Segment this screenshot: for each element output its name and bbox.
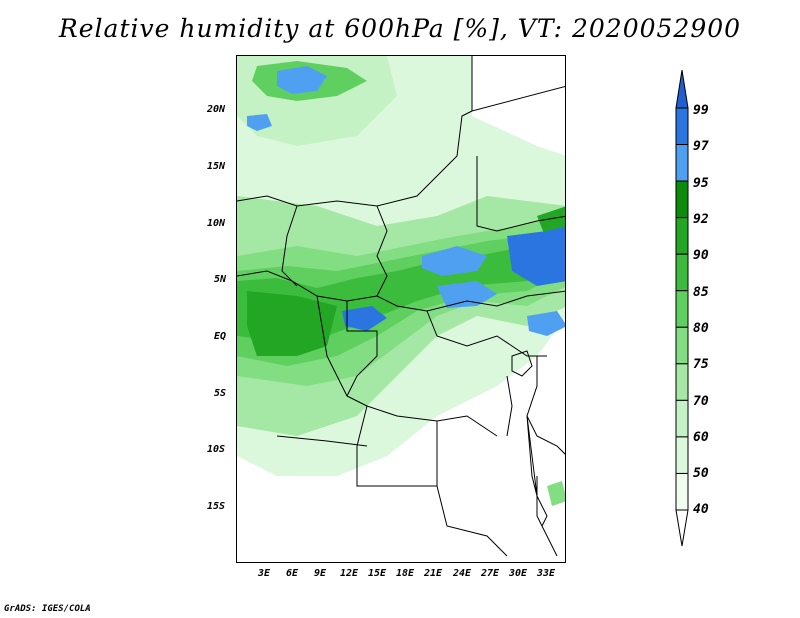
lat-label-20n: 20N bbox=[207, 104, 226, 115]
colorbar-label-85: 85 bbox=[693, 285, 709, 300]
lat-label-10s: 10S bbox=[207, 444, 226, 455]
colorbar-label-50: 50 bbox=[693, 466, 709, 481]
lon-label-9e: 9E bbox=[313, 568, 327, 579]
colorbar-segments bbox=[675, 70, 689, 547]
colorbar-label-92: 92 bbox=[693, 212, 709, 227]
colorbar-segment bbox=[675, 363, 689, 401]
colorbar-segment bbox=[675, 290, 689, 328]
colorbar-segment bbox=[675, 253, 689, 292]
colorbar-label-40: 40 bbox=[693, 502, 709, 517]
colorbar-top-arrow bbox=[675, 70, 689, 109]
colorbar-label-90: 90 bbox=[693, 248, 709, 263]
colorbar-label-80: 80 bbox=[693, 321, 709, 336]
colorbar-label-60: 60 bbox=[693, 430, 709, 445]
lon-label-15e: 15E bbox=[367, 568, 387, 579]
lat-label-15s: 15S bbox=[207, 501, 226, 512]
colorbar-label-75: 75 bbox=[693, 357, 709, 372]
colorbar-segment bbox=[675, 217, 689, 255]
lon-label-6e: 6E bbox=[285, 568, 299, 579]
country-borders bbox=[237, 56, 565, 557]
grads-credit: GrADS: IGES/COLA bbox=[4, 604, 91, 614]
humidity-field bbox=[237, 56, 565, 506]
colorbar-label-95: 95 bbox=[693, 176, 709, 191]
lat-label-5s: 5S bbox=[214, 388, 227, 399]
chart-title: Relative humidity at 600hPa [%], VT: 202… bbox=[58, 14, 742, 43]
map-panel bbox=[236, 55, 566, 563]
lon-label-21e: 21E bbox=[423, 568, 443, 579]
lat-label-15n: 15N bbox=[207, 161, 226, 172]
lakes bbox=[511, 350, 548, 527]
lon-label-33e: 33E bbox=[536, 568, 556, 579]
colorbar-bottom-arrow bbox=[675, 509, 689, 547]
colorbar-segment bbox=[675, 436, 689, 474]
lon-label-12e: 12E bbox=[339, 568, 359, 579]
colorbar-segment bbox=[675, 399, 689, 438]
humidity-map bbox=[237, 56, 565, 557]
lat-label-5n: 5N bbox=[214, 274, 227, 285]
colorbar-segment bbox=[675, 180, 689, 219]
lon-label-24e: 24E bbox=[452, 568, 472, 579]
lat-label-eq: EQ bbox=[214, 331, 227, 342]
lon-label-18e: 18E bbox=[395, 568, 415, 579]
colorbar-segment bbox=[675, 144, 689, 182]
lon-label-27e: 27E bbox=[480, 568, 500, 579]
colorbar-label-70: 70 bbox=[693, 394, 709, 409]
colorbar bbox=[675, 70, 689, 547]
lon-label-3e: 3E bbox=[257, 568, 271, 579]
colorbar-segment bbox=[675, 472, 689, 511]
lon-label-30e: 30E bbox=[508, 568, 528, 579]
colorbar-segment bbox=[675, 326, 689, 365]
colorbar-label-99: 99 bbox=[693, 103, 709, 118]
colorbar-segment bbox=[675, 107, 689, 146]
lat-label-10n: 10N bbox=[207, 218, 226, 229]
colorbar-label-97: 97 bbox=[693, 139, 709, 154]
